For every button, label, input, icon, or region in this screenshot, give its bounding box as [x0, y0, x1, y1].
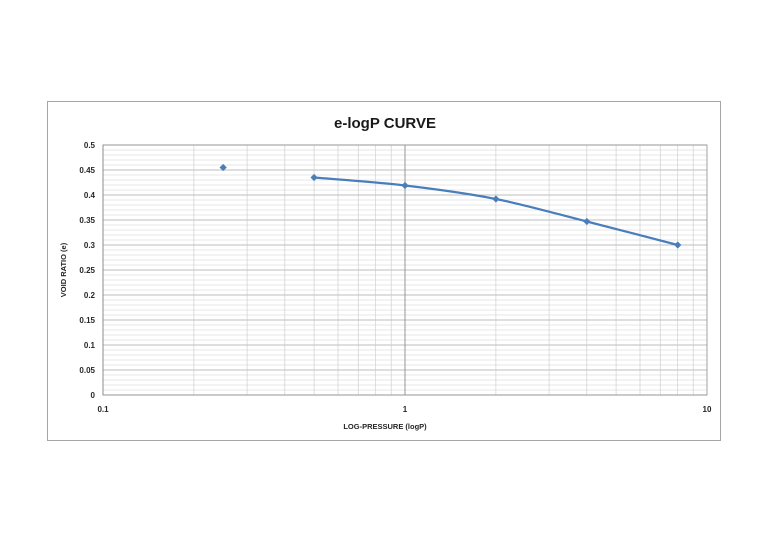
- chart-svg: e-logP CURVE 00.050.10.150.20.250.30.350…: [59, 115, 712, 431]
- data-point: [401, 181, 409, 190]
- y-tick-label: 0.05: [79, 366, 95, 375]
- y-axis-label: VOID RATIO (e): [59, 242, 68, 297]
- chart-title: e-logP CURVE: [334, 115, 436, 132]
- y-tick-label: 0.45: [79, 166, 95, 175]
- data-point: [583, 217, 591, 226]
- data-point: [219, 163, 227, 172]
- x-tick-labels: 0.1 1 10: [97, 405, 712, 414]
- y-tick-label: 0.35: [79, 216, 95, 225]
- y-tick-label: 0.25: [79, 266, 95, 275]
- x-tick-label: 10: [703, 405, 712, 414]
- data-point: [674, 241, 682, 249]
- chart-frame: e-logP CURVE 0 0.05 0.1 0.15 0.2 0.25 0.3 0.35 0…: [47, 101, 721, 441]
- x-axis-label: LOG-PRESSURE (logP): [343, 422, 427, 431]
- y-tick-label: 0.4: [84, 191, 96, 200]
- data-point: [310, 173, 318, 182]
- data-series: [219, 163, 682, 249]
- plot-area-border: [102, 144, 708, 396]
- y-tick-label: 0.3: [84, 241, 96, 250]
- x-tick-label: 1: [403, 405, 408, 414]
- x-tick-label: 0.1: [97, 405, 109, 414]
- y-tick-label: 0.15: [79, 316, 95, 325]
- data-point: [492, 195, 500, 203]
- y-tick-label: 0.1: [84, 341, 96, 350]
- y-tick-label: 0: [91, 391, 96, 400]
- y-tick-labels: 0 0.05 0.1 0.15 0.2 0.25 0.3 0.35 0.4 0.45 0.5: [79, 141, 95, 400]
- y-tick-label: 0.5: [84, 141, 96, 150]
- y-tick-label: 0.2: [84, 291, 96, 300]
